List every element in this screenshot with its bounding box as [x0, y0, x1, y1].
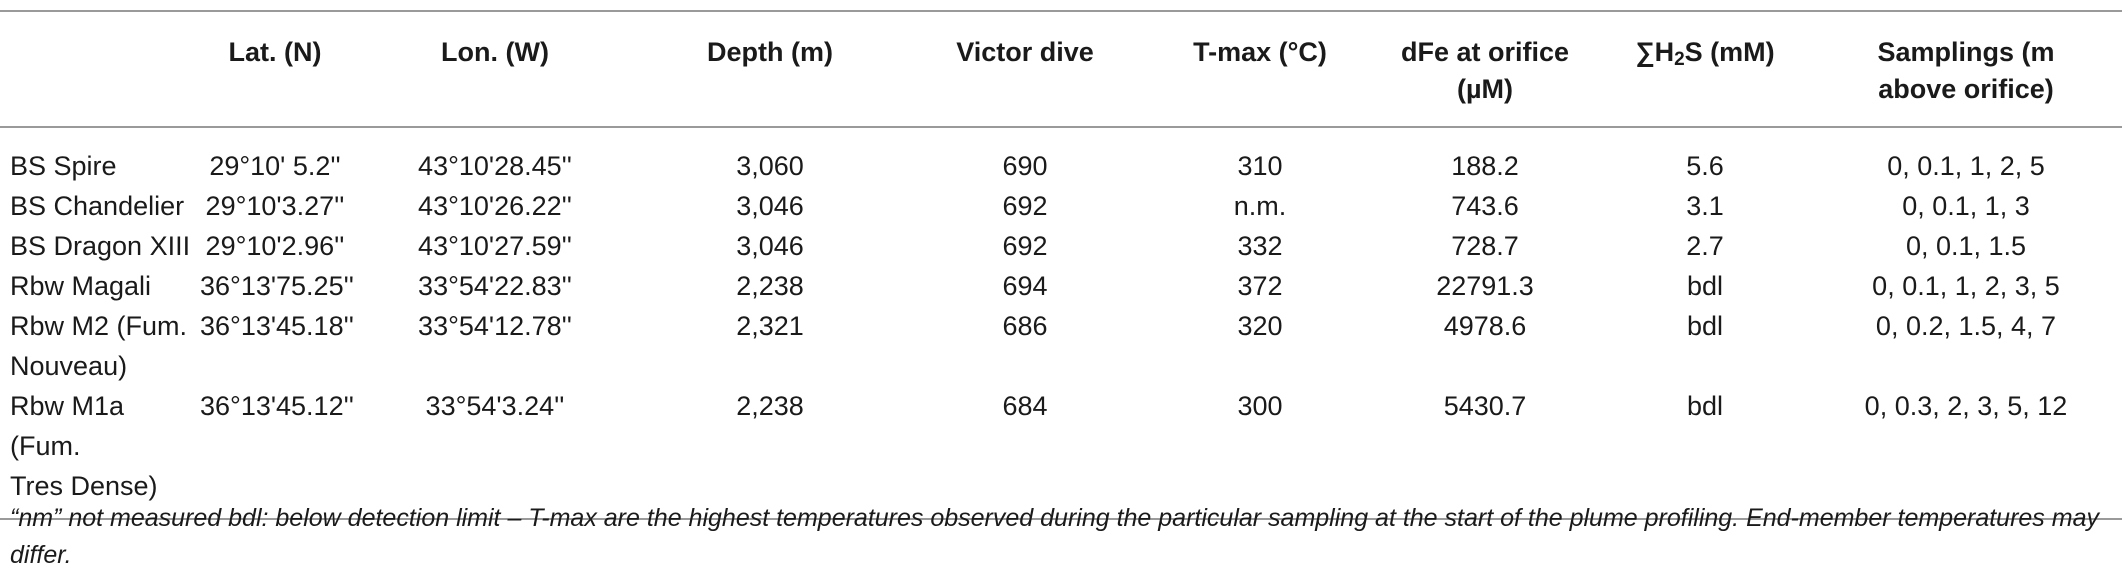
- data-table: Lat. (N) Lon. (W) Depth (m) Victor dive …: [0, 10, 2122, 520]
- cell-h2s: bdl: [1686, 271, 1724, 301]
- cell-dive: 684: [900, 386, 1150, 520]
- cell-lat: 29°10' 5.2'': [209, 151, 341, 181]
- cell-tmax: 320: [1237, 311, 1283, 341]
- cell-samplings: 0, 0.1, 1, 2, 5: [1887, 151, 2045, 181]
- table-row: Rbw M2 (Fum. Nouveau) 36°13'45.18'' 33°5…: [0, 306, 2122, 386]
- cell-h2s: 2.7: [1686, 231, 1724, 261]
- row-label: Rbw Magali: [10, 271, 152, 301]
- cell-dfe: 743.6: [1451, 191, 1519, 221]
- cell-h2s: 3.1: [1686, 191, 1724, 221]
- header-samplings-line2: above orifice): [1878, 74, 2054, 104]
- cell-dfe: 5430.7: [1370, 386, 1600, 520]
- cell-depth: 3,046: [736, 231, 804, 261]
- header-samplings-line1: Samplings (m: [1877, 37, 2055, 67]
- table-row: Rbw M1a (Fum. Tres Dense) 36°13'45.12'' …: [0, 386, 2122, 520]
- header-dive: Victor dive: [900, 11, 1150, 128]
- cell-tmax: 372: [1237, 271, 1283, 301]
- header-dfe-line2: (µM): [1456, 74, 1514, 104]
- cell-dive: 692: [1002, 191, 1048, 221]
- header-samplings: Samplings (m above orifice): [1810, 11, 2122, 128]
- cell-tmax: 310: [1237, 151, 1283, 181]
- cell-lat: 36°13'45.12'': [200, 386, 354, 520]
- header-label: [0, 11, 200, 128]
- row-label-line1: Rbw M2 (Fum.: [10, 311, 188, 341]
- cell-depth: 2,238: [640, 386, 900, 520]
- table-row: BS Dragon XIII 29°10'2.96'' 43°10'27.59'…: [0, 226, 2122, 266]
- row-label: Rbw M1a (Fum. Tres Dense): [0, 386, 200, 520]
- table-row: BS Spire 29°10' 5.2'' 43°10'28.45'' 3,06…: [0, 127, 2122, 186]
- cell-dfe: 188.2: [1451, 151, 1519, 181]
- row-label-line2: Tres Dense): [10, 471, 158, 501]
- header-tmax: T-max (°C): [1150, 11, 1370, 128]
- row-label: Rbw M2 (Fum. Nouveau): [0, 306, 200, 386]
- table-row: BS Chandelier 29°10'3.27'' 43°10'26.22''…: [0, 186, 2122, 226]
- cell-lon: 43°10'26.22'': [418, 191, 572, 221]
- cell-lon: 33°54'12.78'': [418, 311, 572, 341]
- cell-depth: 2,321: [736, 311, 804, 341]
- header-dfe-line1: dFe at orifice: [1400, 37, 1570, 67]
- table-header: Lat. (N) Lon. (W) Depth (m) Victor dive …: [0, 11, 2122, 128]
- row-label: BS Spire: [10, 151, 117, 181]
- cell-h2s: bdl: [1686, 311, 1724, 341]
- cell-depth: 3,046: [736, 191, 804, 221]
- cell-samplings: 0, 0.1, 1, 2, 3, 5: [1872, 271, 2060, 301]
- cell-lon: 33°54'3.24'': [350, 386, 640, 520]
- cell-samplings: 0, 0.3, 2, 3, 5, 12: [1810, 386, 2122, 520]
- row-label: BS Dragon XIII: [10, 231, 191, 261]
- cell-lat: 29°10'3.27'': [205, 191, 345, 221]
- cell-dfe: 22791.3: [1436, 271, 1534, 301]
- cell-tmax: n.m.: [1233, 191, 1287, 221]
- row-label: BS Chandelier: [10, 191, 185, 221]
- header-h2s: ∑H2S (mM): [1600, 11, 1810, 128]
- cell-lat: 36°13'45.18'': [200, 311, 354, 341]
- cell-samplings: 0, 0.1, 1, 3: [1902, 191, 2030, 221]
- cell-lon: 43°10'27.59'': [418, 231, 572, 261]
- header-h2s-prefix: ∑H: [1635, 37, 1675, 67]
- table-footnote: “nm” not measured bdl: below detection l…: [10, 504, 2099, 569]
- cell-samplings: 0, 0.2, 1.5, 4, 7: [1875, 311, 2057, 341]
- cell-tmax: 332: [1237, 231, 1283, 261]
- cell-lon: 33°54'22.83'': [418, 271, 572, 301]
- table-row: Rbw Magali 36°13'75.25'' 33°54'22.83'' 2…: [0, 266, 2122, 306]
- cell-dive: 690: [1002, 151, 1048, 181]
- cell-dive: 686: [1002, 311, 1048, 341]
- cell-h2s: 5.6: [1686, 151, 1724, 181]
- cell-dfe: 728.7: [1451, 231, 1519, 261]
- cell-lat: 36°13'75.25'': [200, 271, 354, 301]
- header-row: Lat. (N) Lon. (W) Depth (m) Victor dive …: [0, 11, 2122, 128]
- cell-depth: 2,238: [736, 271, 804, 301]
- table-body: BS Spire 29°10' 5.2'' 43°10'28.45'' 3,06…: [0, 127, 2122, 520]
- header-lat: Lat. (N): [200, 11, 350, 128]
- row-label-line2: Nouveau): [10, 351, 128, 381]
- header-lon: Lon. (W): [350, 11, 640, 128]
- cell-dive: 692: [1002, 231, 1048, 261]
- cell-lat: 29°10'2.96'': [205, 231, 345, 261]
- header-dfe: dFe at orifice (µM): [1370, 11, 1600, 128]
- cell-lon: 43°10'28.45'': [418, 151, 572, 181]
- cell-tmax: 300: [1150, 386, 1370, 520]
- cell-samplings: 0, 0.1, 1.5: [1905, 231, 2027, 261]
- header-h2s-suffix: S (mM): [1684, 37, 1775, 67]
- cell-dive: 694: [1002, 271, 1048, 301]
- cell-depth: 3,060: [736, 151, 804, 181]
- header-h2s-sub: 2: [1674, 49, 1685, 70]
- cell-dfe: 4978.6: [1443, 311, 1527, 341]
- cell-h2s: bdl: [1600, 386, 1810, 520]
- row-label-line1: Rbw M1a (Fum.: [10, 391, 125, 461]
- header-depth: Depth (m): [640, 11, 900, 128]
